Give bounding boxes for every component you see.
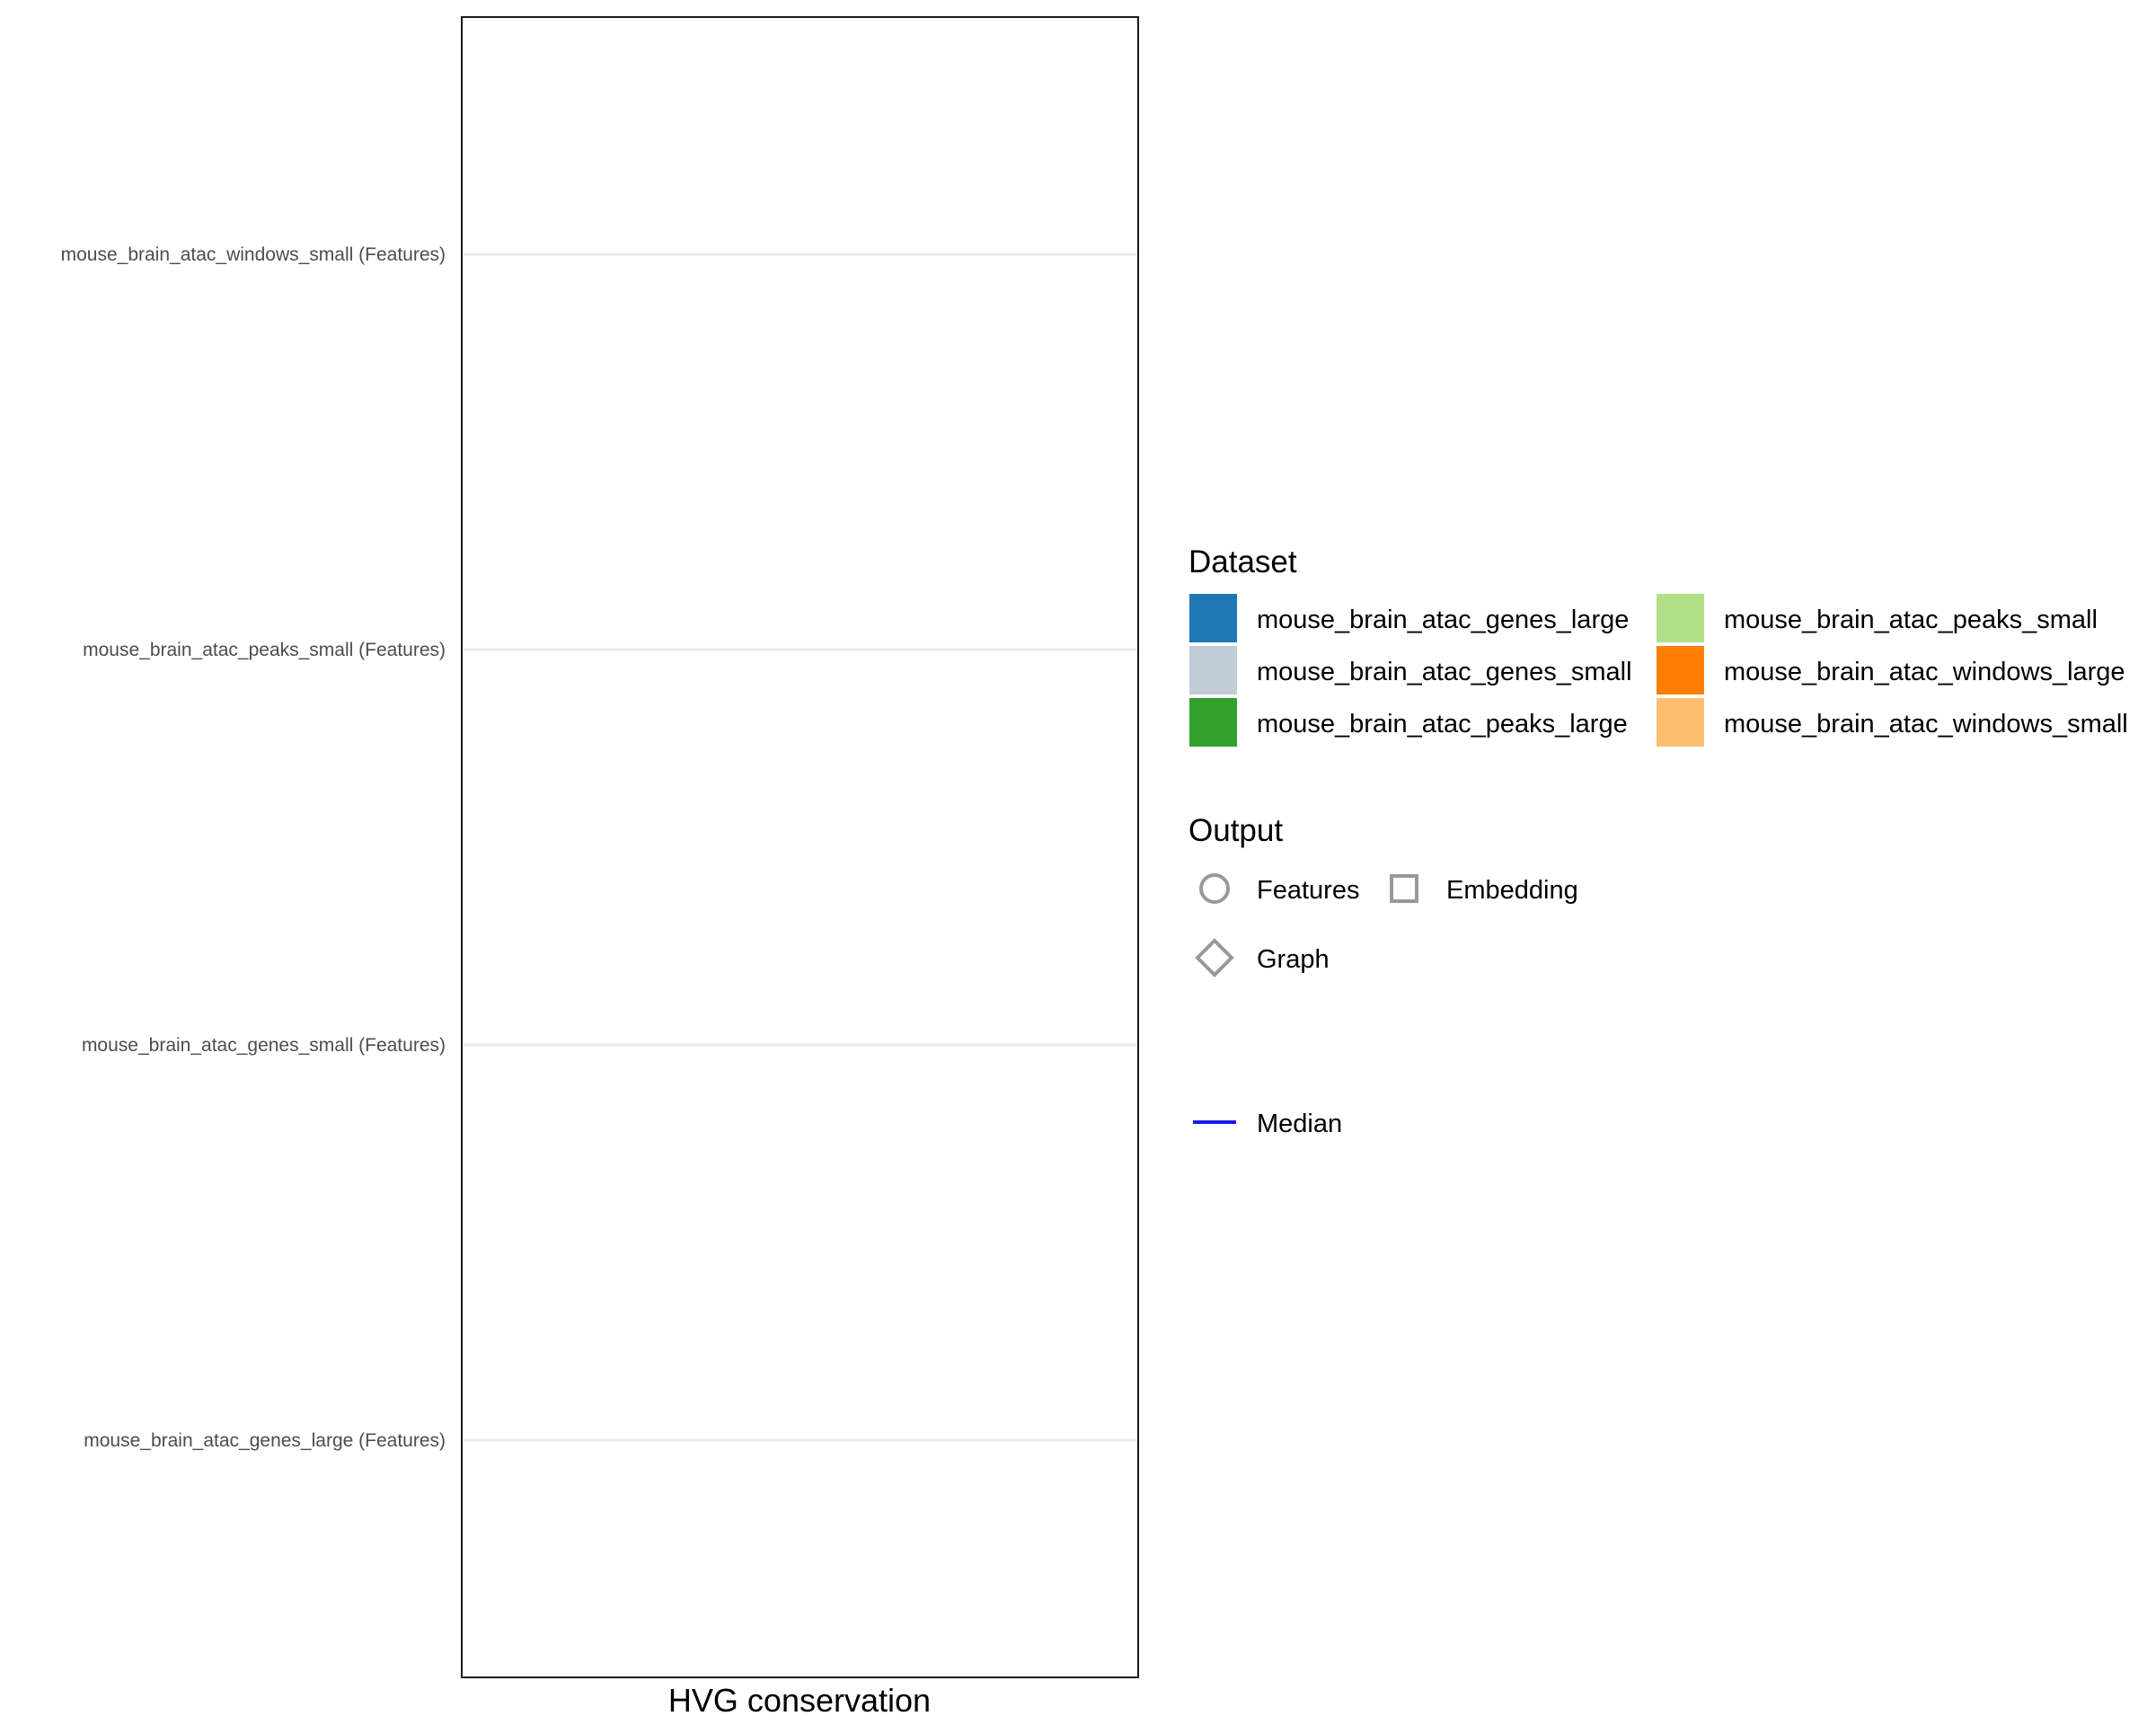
- legend: Dataset mouse_brain_atac_genes_largemous…: [1188, 544, 2128, 1138]
- legend-swatch: [1655, 696, 1706, 748]
- legend-dataset-label: mouse_brain_atac_peaks_large: [1257, 710, 1628, 739]
- legend-dataset-title: Dataset: [1188, 544, 1297, 579]
- legend-swatch: [1188, 644, 1239, 696]
- y-tick-label: mouse_brain_atac_peaks_small (Features): [83, 640, 446, 660]
- square-shape-icon: [1390, 874, 1418, 903]
- circle-shape-icon: [1199, 873, 1230, 904]
- y-tick-label: mouse_brain_atac_genes_small (Features): [82, 1035, 446, 1056]
- y-axis-labels: mouse_brain_atac_windows_small (Features…: [61, 244, 446, 1451]
- y-tick-label: mouse_brain_atac_windows_small (Features…: [61, 244, 446, 265]
- legend-swatch: [1655, 592, 1706, 644]
- legend-median-item: Median: [1193, 1110, 1342, 1138]
- legend-swatch: [1188, 592, 1239, 644]
- legend-swatch: [1188, 696, 1239, 748]
- y-tick-label: mouse_brain_atac_genes_large (Features): [84, 1430, 446, 1451]
- diamond-shape-icon: [1195, 938, 1234, 978]
- legend-dataset-label: mouse_brain_atac_peaks_small: [1724, 606, 2098, 634]
- legend-output-title: Output: [1188, 813, 1283, 848]
- legend-dataset-label: mouse_brain_atac_genes_small: [1257, 658, 1632, 686]
- legend-output-label: Features: [1257, 876, 1359, 905]
- legend-output-label: Embedding: [1446, 876, 1578, 905]
- plot-panel-border: [461, 16, 1139, 1678]
- x-axis-title: HVG conservation: [668, 1682, 931, 1719]
- legend-dataset-items: mouse_brain_atac_genes_large mouse_brain_…: [1188, 592, 2128, 748]
- legend-output-label: Graph: [1257, 945, 1330, 974]
- legend-output-items: Features Embedding Graph: [1195, 873, 1578, 978]
- legend-dataset-label: mouse_brain_atac_windows_small: [1724, 710, 2128, 739]
- legend-dataset-label: mouse_brain_atac_genes_large: [1257, 606, 1629, 634]
- legend-median-label: Median: [1257, 1110, 1342, 1138]
- gridlines: [462, 252, 1138, 1442]
- legend-swatch: [1655, 644, 1706, 696]
- legend-dataset-label: mouse_brain_atac_windows_large: [1724, 658, 2125, 686]
